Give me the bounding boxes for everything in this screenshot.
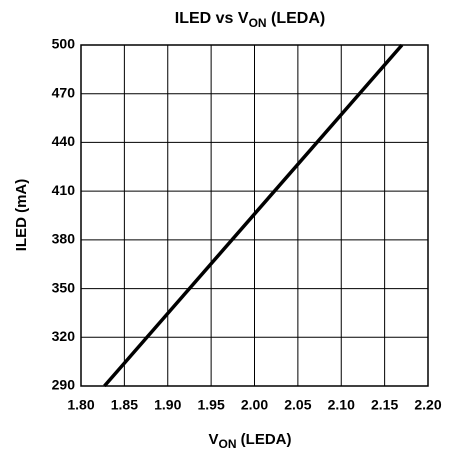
text-part: (LEDA) [267, 10, 326, 27]
y-tick-label: 500 [52, 36, 76, 52]
y-tick-label: 440 [52, 133, 76, 149]
y-tick-label: 290 [52, 377, 76, 393]
text-part: ON [249, 16, 267, 30]
x-tick-label: 2.00 [241, 397, 268, 413]
text-part: ILED vs V [175, 10, 249, 27]
x-tick-label: 1.80 [67, 397, 94, 413]
y-tick-label: 410 [52, 182, 76, 198]
x-tick-label: 1.90 [154, 397, 181, 413]
y-axis-label: ILED (mA) [13, 179, 30, 252]
x-axis-label: VON (LEDA) [208, 431, 291, 451]
text-part: (LEDA) [237, 431, 292, 448]
plot-frame [80, 44, 429, 387]
x-tick-label: 1.95 [198, 397, 225, 413]
x-tick-label: 1.85 [111, 397, 138, 413]
line [103, 43, 404, 388]
y-tick-label: 350 [52, 279, 76, 295]
chart-title: ILED vs VON (LEDA) [175, 10, 325, 30]
y-tick-label: 320 [52, 328, 76, 344]
y-tick-label: 470 [52, 84, 76, 100]
y-tick-label: 380 [52, 231, 76, 247]
x-tick-label: 2.10 [328, 397, 355, 413]
x-tick-label: 2.05 [284, 397, 311, 413]
x-tick-label: 2.15 [371, 397, 398, 413]
text-part: V [208, 431, 218, 448]
x-tick-label: 2.20 [414, 397, 441, 413]
text-part: ON [219, 437, 237, 451]
